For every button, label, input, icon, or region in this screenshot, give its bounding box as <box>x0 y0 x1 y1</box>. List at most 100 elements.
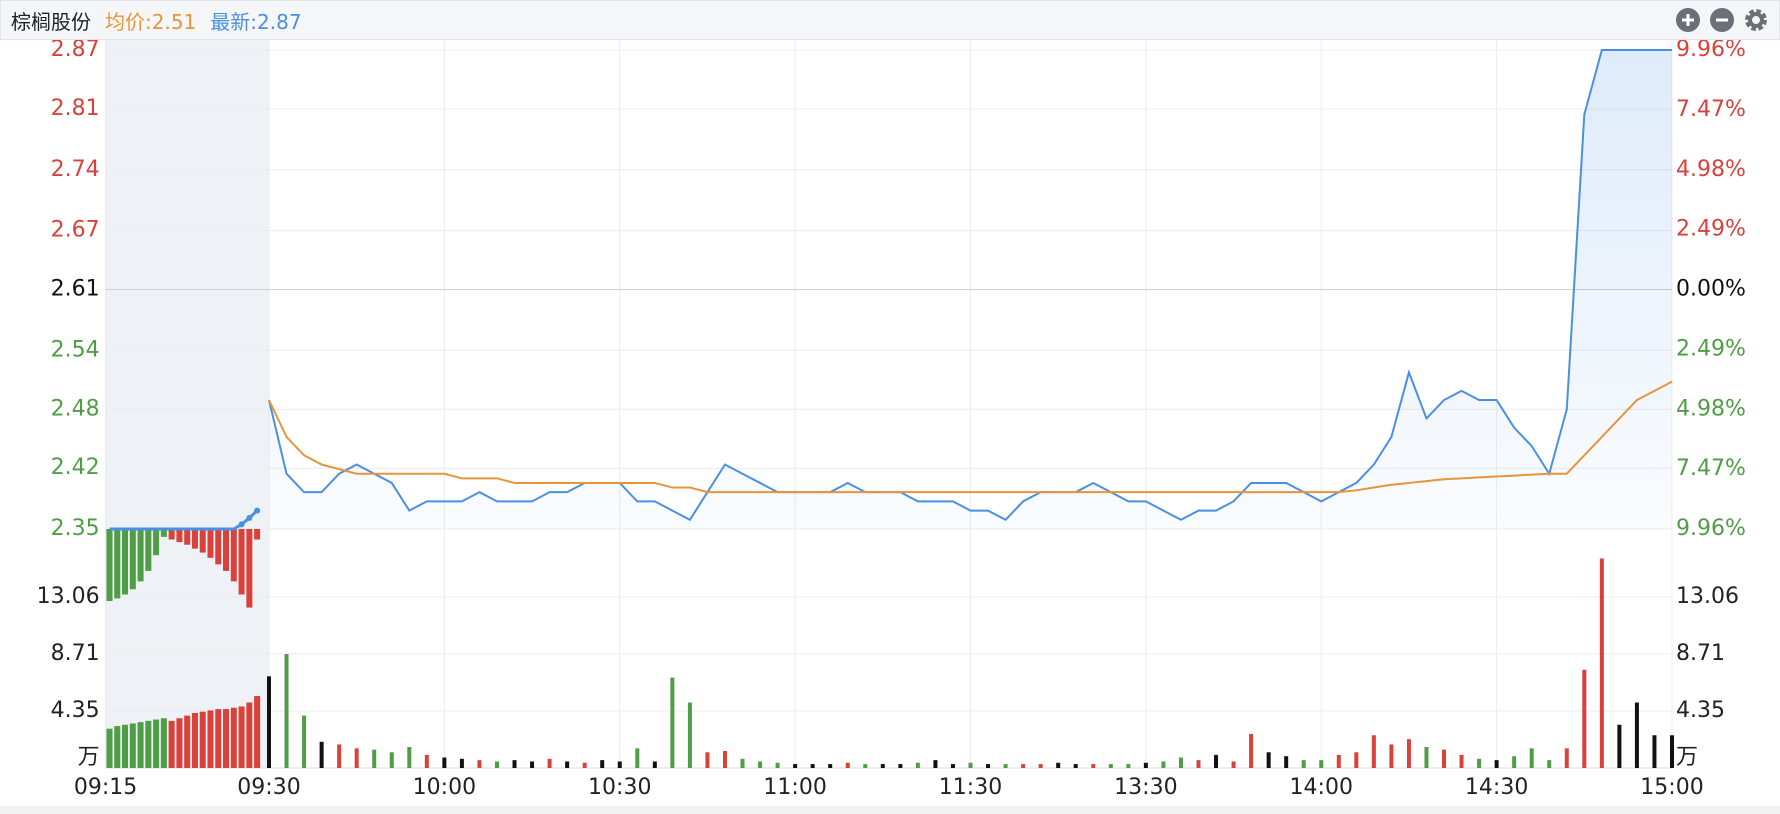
auction-imbalance-bar <box>223 529 230 571</box>
volume-bar <box>1003 764 1008 768</box>
auction-volume-bar <box>254 695 261 768</box>
auction-volume-bar <box>168 720 175 768</box>
auction-volume-bar <box>191 712 198 768</box>
auction-imbalance-bar <box>246 529 253 608</box>
volume-bar <box>793 764 798 768</box>
volume-bar <box>1073 764 1078 768</box>
volume-bar <box>617 761 622 768</box>
x-tick-label: 11:30 <box>939 775 1002 800</box>
auction-volume-bar <box>122 724 129 768</box>
y-tick-label: 2.42 <box>51 455 100 480</box>
y-tick-label: 2.35 <box>51 516 100 541</box>
volume-bar <box>1091 764 1096 768</box>
settings-button[interactable] <box>1743 7 1769 33</box>
auction-imbalance-bar <box>254 529 261 540</box>
y2-tick-label: 2.49% <box>1676 336 1746 361</box>
auction-price-line <box>109 509 259 531</box>
y-tick-label: 2.54 <box>51 337 100 362</box>
price-area <box>269 50 1672 529</box>
volume-bar <box>828 764 833 768</box>
volume-bar <box>424 754 429 768</box>
volume-bar <box>705 752 710 768</box>
volume-bar <box>1599 558 1604 768</box>
y2-tick-label: 2.49% <box>1676 217 1746 242</box>
auction-volume-bar <box>230 707 237 768</box>
auction-volume-bar <box>246 702 253 768</box>
auction-price-dot <box>246 514 253 521</box>
volume-bar <box>880 764 885 768</box>
volume-bar <box>565 761 570 768</box>
x-tick-label: 11:00 <box>763 775 826 800</box>
y2-tick-label: 4.98% <box>1676 157 1746 182</box>
volume-bar <box>1196 760 1201 768</box>
volume-bar <box>1442 749 1447 768</box>
header: 棕榈股份 均价:2.51 最新:2.87 <box>0 0 1780 40</box>
volume-bar <box>1354 752 1359 768</box>
zoom-in-button[interactable] <box>1675 7 1701 33</box>
volume-bar <box>1336 754 1341 768</box>
x-tick-label: 09:15 <box>74 775 137 800</box>
volume-bar <box>1512 756 1517 768</box>
volume-bar <box>740 758 745 768</box>
volume-bar <box>986 764 991 768</box>
auction-imbalance-bar <box>230 529 237 582</box>
auction-imbalance-bar <box>207 529 214 558</box>
x-tick-label: 14:00 <box>1290 775 1353 800</box>
volume-bar <box>1126 764 1131 768</box>
zoom-out-button[interactable] <box>1709 7 1735 33</box>
volume-bar <box>1371 735 1376 768</box>
auction-imbalance-bar <box>168 529 175 540</box>
y-tick-label: 2.74 <box>51 157 100 182</box>
avg-price: 均价:2.51 <box>105 9 197 34</box>
volume-bar <box>389 752 394 768</box>
volume-bar <box>845 762 850 768</box>
volume-bar <box>635 748 640 768</box>
auction-imbalance-bar <box>122 529 129 595</box>
volume-bar <box>1582 669 1587 768</box>
stock-name: 棕榈股份 <box>11 9 91 34</box>
y-tick-label: 2.87 <box>51 37 100 62</box>
auction-volume-bar <box>137 722 144 768</box>
volume-bar <box>758 761 763 768</box>
volume-bar <box>1547 760 1552 768</box>
y2-tick-label: 9.96% <box>1676 37 1746 62</box>
y2-tick-label: 7.47% <box>1676 97 1746 122</box>
volume-bar <box>407 747 412 768</box>
volume-bar <box>950 764 955 768</box>
auction-price-dot <box>254 507 261 514</box>
volume-tick-label-right: 13.06 <box>1676 584 1739 609</box>
auction-volume-bar <box>153 719 160 768</box>
y2-tick-label: 4.98% <box>1676 396 1746 421</box>
volume-bar <box>1389 744 1394 768</box>
last-price: 最新:2.87 <box>210 9 302 34</box>
volume-bar <box>1301 760 1306 768</box>
y2-tick-label: 9.96% <box>1676 516 1746 541</box>
volume-bar <box>1477 758 1482 768</box>
footer-strip <box>0 806 1780 814</box>
volume-bar <box>1108 764 1113 768</box>
auction-volume-bar <box>114 726 121 768</box>
auction-price-dot <box>238 521 245 528</box>
toolbar <box>1675 7 1769 33</box>
volume-tick-label: 8.71 <box>51 641 100 666</box>
volume-bar <box>1266 752 1271 768</box>
volume-bar <box>1284 756 1289 768</box>
auction-volume-bar <box>176 718 183 768</box>
volume-bar <box>898 764 903 768</box>
y2-tick-label: 0.00% <box>1676 277 1746 302</box>
volume-bar <box>1529 748 1534 768</box>
auction-volume-bar <box>207 710 214 768</box>
volume-bar <box>1021 764 1026 768</box>
x-tick-label: 14:30 <box>1465 775 1528 800</box>
auction-imbalance-bar <box>160 529 167 537</box>
volume-bar <box>337 744 342 768</box>
auction-imbalance-bar <box>199 529 206 553</box>
auction-imbalance-bar <box>184 529 191 545</box>
volume-tick-label: 4.35 <box>51 698 100 723</box>
avg-price-line <box>268 380 1673 494</box>
volume-bar <box>530 761 535 768</box>
volume-bar <box>1652 735 1657 768</box>
auction-imbalance-bar <box>215 529 222 565</box>
volume-bar <box>1319 760 1324 768</box>
